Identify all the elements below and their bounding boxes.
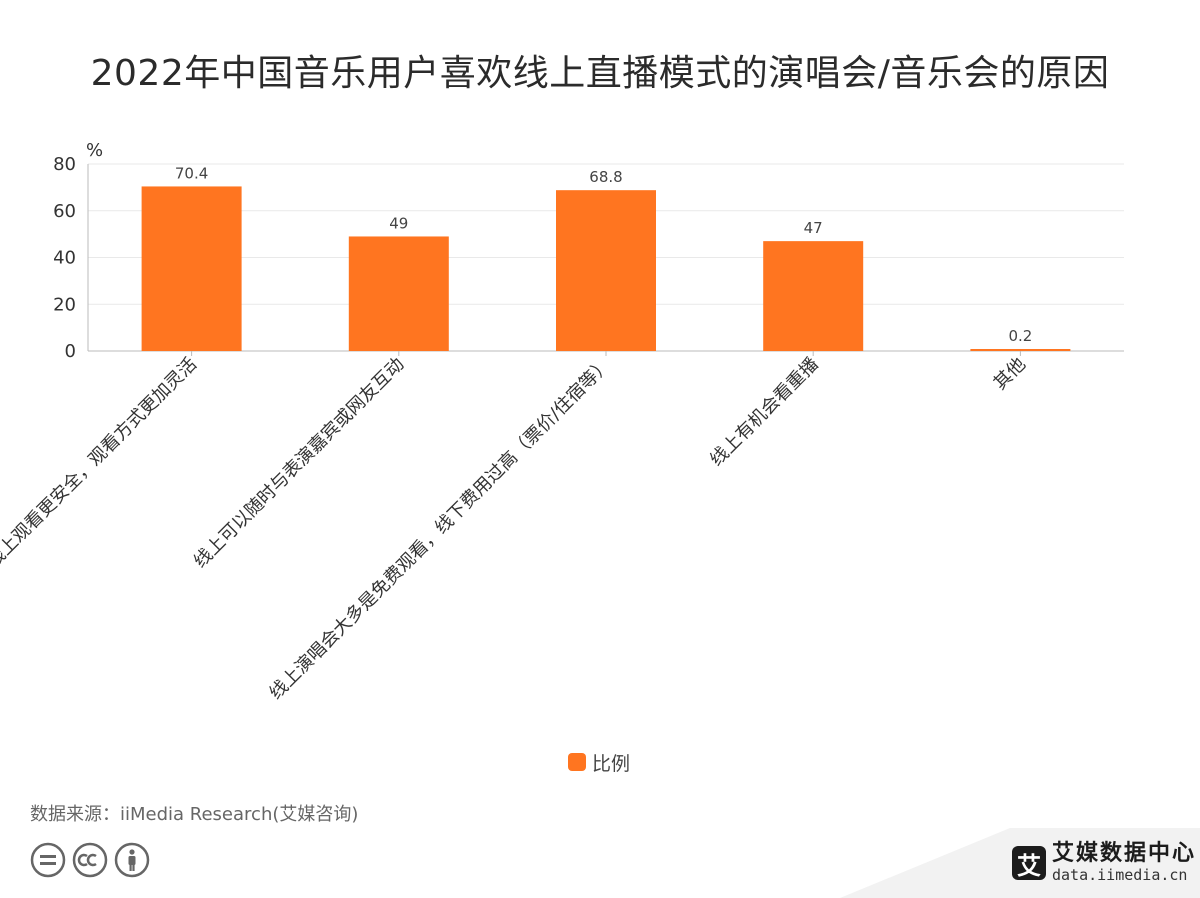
x-category-label: 其他 xyxy=(990,354,1030,394)
y-tick-label: 0 xyxy=(65,341,76,362)
bar xyxy=(556,190,656,351)
y-tick-label: 40 xyxy=(53,248,76,269)
bar-value-label: 49 xyxy=(389,214,408,232)
x-category-label: 线上有机会看重播 xyxy=(706,354,823,471)
bar xyxy=(348,236,449,351)
y-tick-label: 20 xyxy=(53,294,76,315)
x-category-label: 线上可以随时与表演嘉宾或网友互动 xyxy=(190,354,408,572)
cc-icon xyxy=(72,842,108,878)
y-tick-label: 80 xyxy=(53,154,76,175)
legend[interactable]: 比例 xyxy=(568,750,631,775)
legend-label: 比例 xyxy=(592,752,631,775)
bar xyxy=(970,349,1071,351)
x-category-label: 线上演唱会大多是免费观看，线下费用过高（票价/住宿等） xyxy=(265,354,615,704)
y-tick-label: 60 xyxy=(53,201,76,222)
equals-icon xyxy=(30,842,66,878)
data-source: 数据来源：iiMedia Research(艾媒咨询) xyxy=(30,804,359,825)
brand-name: 艾媒数据中心 xyxy=(1052,841,1197,866)
y-axis-unit: % xyxy=(86,140,103,161)
brand: 艾 艾媒数据中心 data.iimedia.cn xyxy=(1012,843,1196,883)
chart-title: 2022年中国音乐用户喜欢线上直播模式的演唱会/音乐会的原因 xyxy=(90,53,1110,94)
bar-value-label: 47 xyxy=(804,219,823,237)
license-icons xyxy=(30,842,150,878)
bar xyxy=(763,241,864,351)
person-icon xyxy=(114,842,150,878)
x-category-label: 线上观看更安全，观看方式更加灵活 xyxy=(0,354,201,572)
brand-url: data.iimedia.cn xyxy=(1052,866,1188,884)
bar-value-label: 68.8 xyxy=(589,168,622,186)
brand-logo: 艾 xyxy=(1012,846,1046,880)
bar xyxy=(141,186,242,351)
bar-value-label: 0.2 xyxy=(1008,327,1032,345)
legend-swatch xyxy=(568,753,586,771)
bar-value-label: 70.4 xyxy=(175,164,208,182)
